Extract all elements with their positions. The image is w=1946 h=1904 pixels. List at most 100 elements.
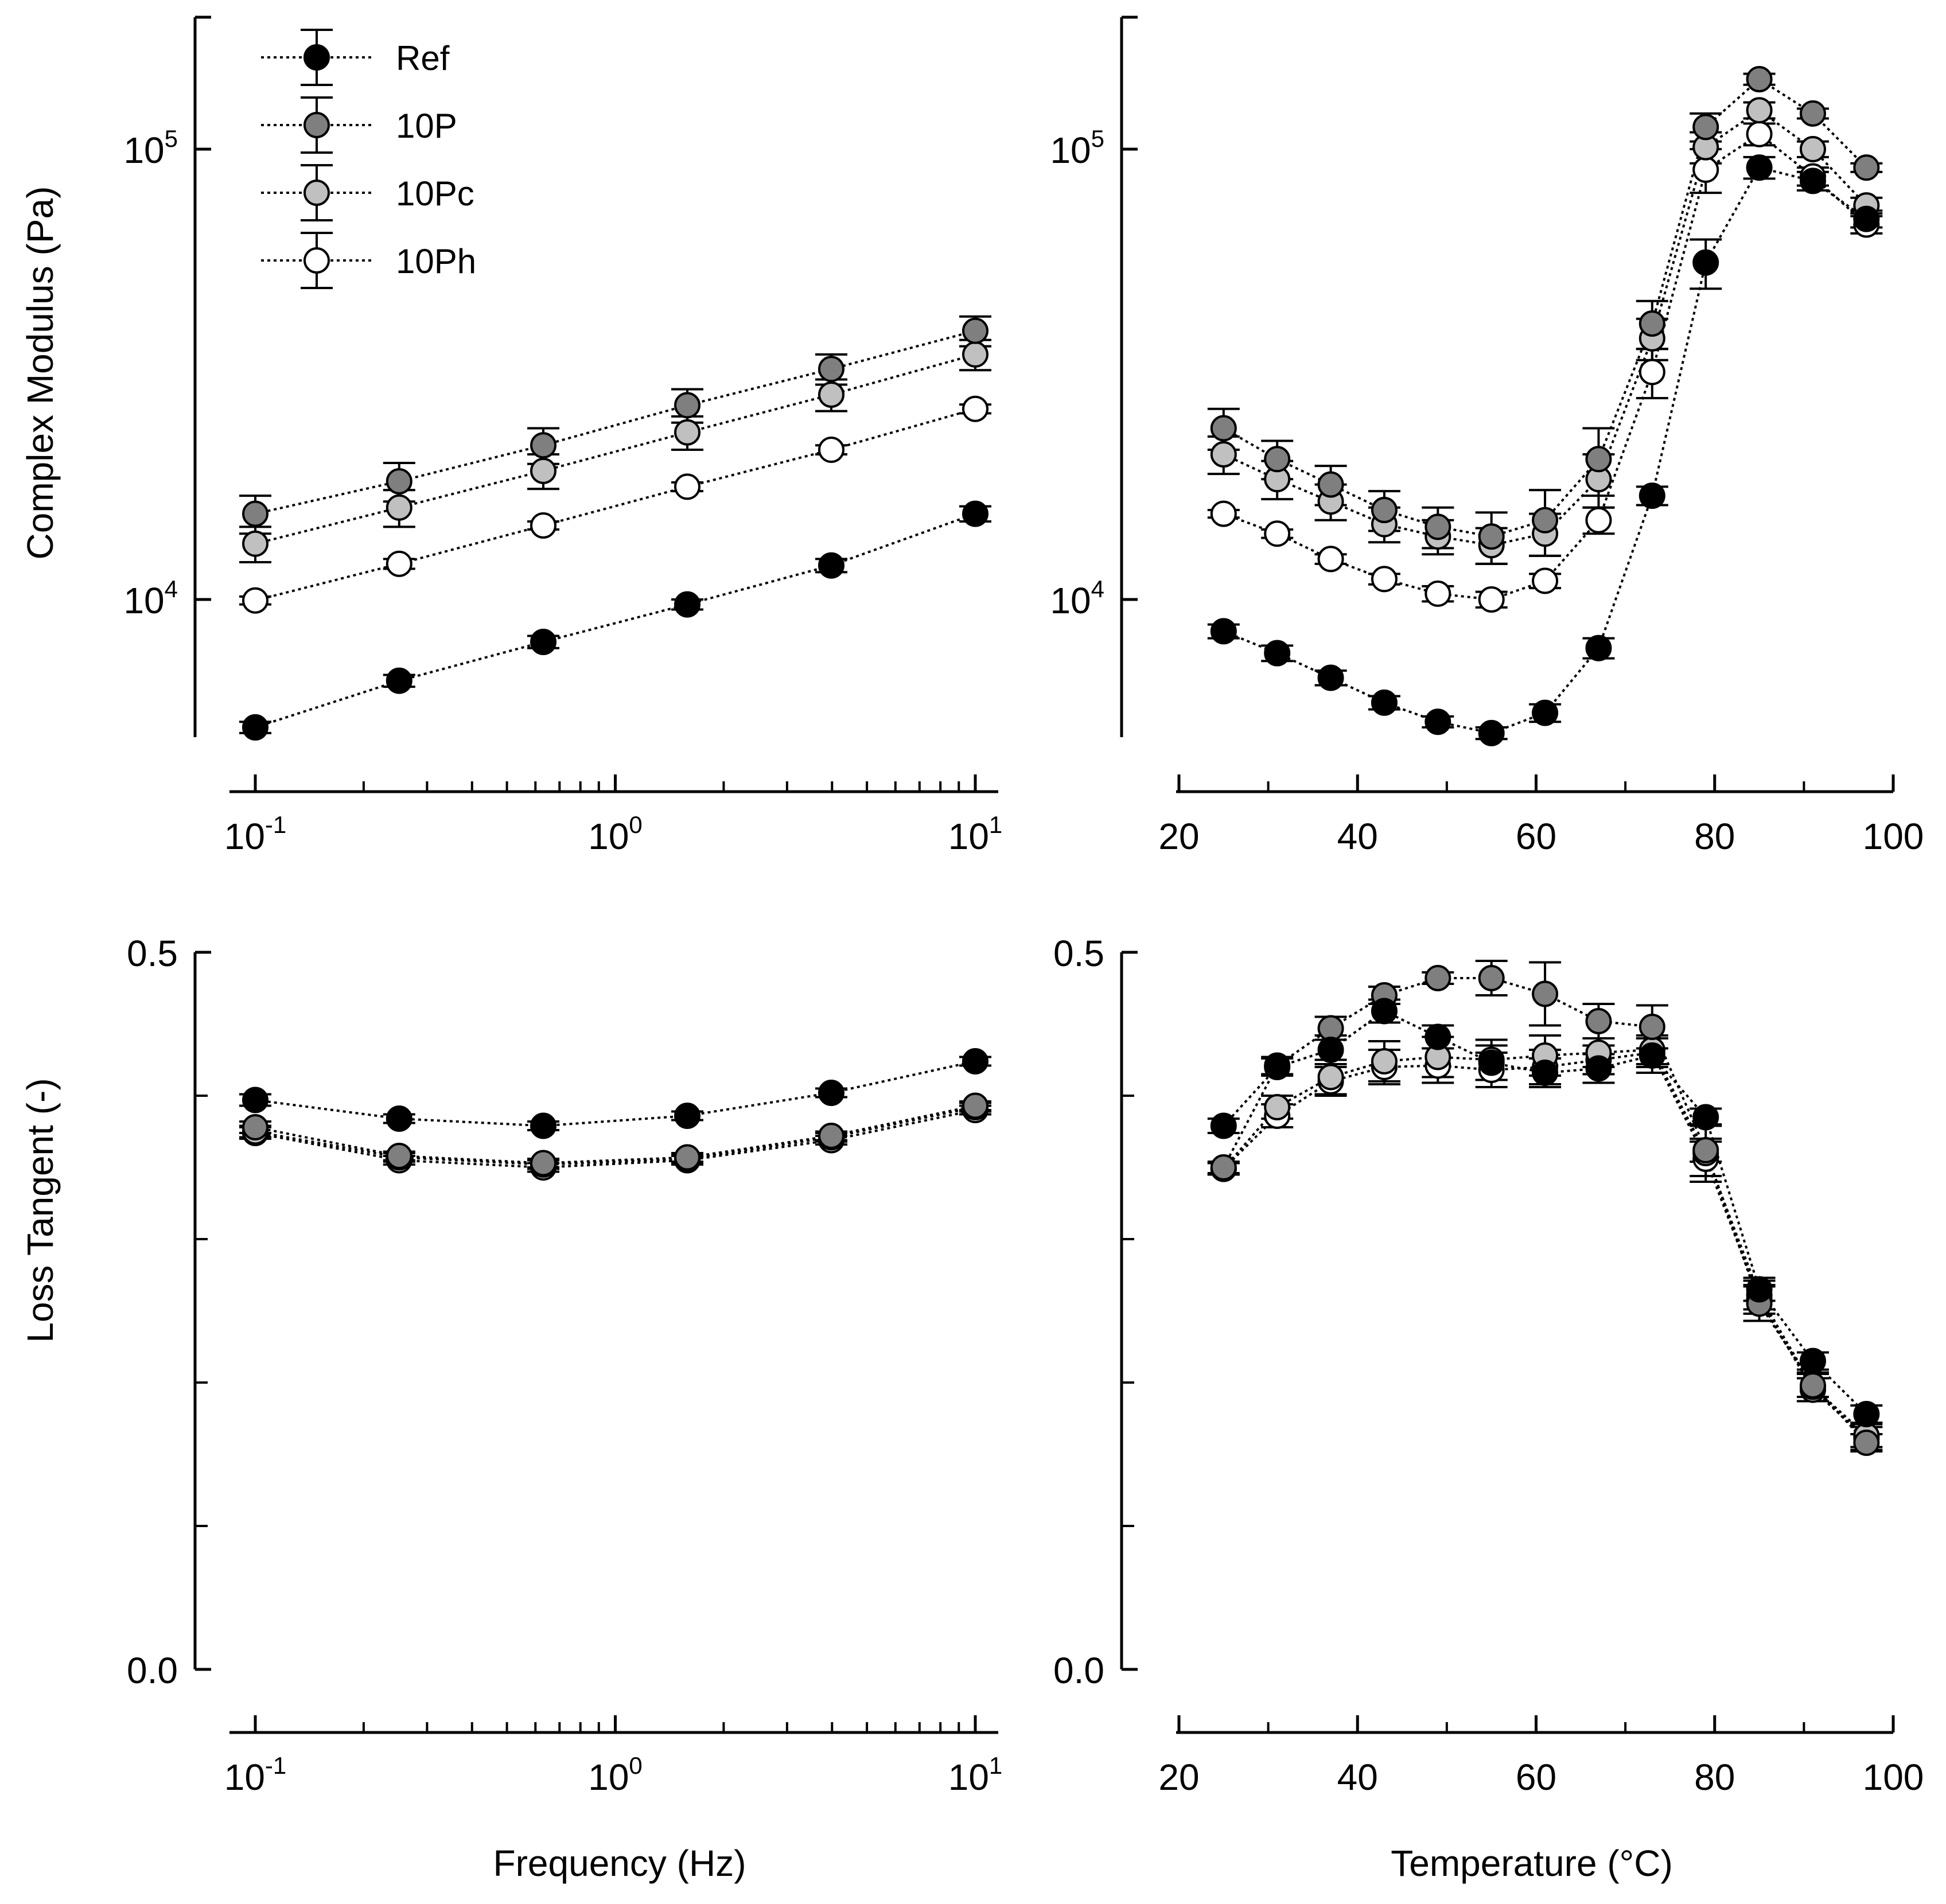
point-Ref xyxy=(1371,998,1398,1025)
point-10P xyxy=(530,432,557,459)
point-10P xyxy=(1425,965,1451,991)
panel-losstangent-frequency: 10-1 100 101 0.0 0.5 xyxy=(127,933,1002,1798)
point-Ref xyxy=(1264,640,1291,667)
point-10Ph xyxy=(818,437,844,464)
point-10P xyxy=(242,500,268,527)
point-10P xyxy=(1799,100,1826,127)
point-Ref xyxy=(1425,1023,1451,1050)
series-line-10P xyxy=(255,329,976,515)
point-10Pc xyxy=(962,341,988,368)
legend-marker-10P xyxy=(303,112,330,138)
y-tick-label: 0.5 xyxy=(127,933,178,974)
y-tick-label: 104 xyxy=(123,575,178,621)
point-10P xyxy=(818,1123,844,1149)
series-line-10Ph xyxy=(255,407,976,602)
point-10P xyxy=(1692,114,1719,141)
point-10P xyxy=(1210,1154,1237,1181)
legend-label-Ref: Ref xyxy=(396,39,450,77)
x-tick-label: 100 xyxy=(588,811,643,857)
legend-marker-10Ph xyxy=(303,247,330,274)
point-Ref xyxy=(674,1103,701,1129)
x-tick-label: 40 xyxy=(1337,816,1378,857)
point-10P xyxy=(1425,513,1451,540)
point-Ref xyxy=(1585,1055,1612,1082)
point-10P xyxy=(1799,1372,1826,1399)
point-Ref xyxy=(1799,1348,1826,1375)
point-10P xyxy=(1317,471,1344,498)
point-Ref xyxy=(1585,634,1612,661)
point-10P xyxy=(1532,507,1559,534)
point-Ref xyxy=(1317,664,1344,691)
ylabel-complex-modulus: Complex Modulus (Pa) xyxy=(20,186,61,560)
x-tick-label: 40 xyxy=(1337,1757,1378,1798)
y-tick-label: 104 xyxy=(1050,575,1104,621)
point-Ref xyxy=(530,628,557,655)
series-line-10P xyxy=(1223,77,1867,538)
point-Ref xyxy=(1746,1276,1773,1303)
x-tick-label: 10-1 xyxy=(224,811,287,857)
point-10Pc xyxy=(1746,97,1773,124)
x-tick-label: 20 xyxy=(1158,1757,1199,1798)
point-10P xyxy=(1585,1008,1612,1034)
point-10P xyxy=(1478,523,1505,550)
xlabel-temperature: Temperature (°C) xyxy=(1391,1843,1673,1884)
point-Ref xyxy=(1692,249,1719,276)
series-line-10Ph xyxy=(1223,1051,1867,1439)
point-10P xyxy=(1692,1137,1719,1163)
point-Ref xyxy=(386,667,412,694)
point-Ref xyxy=(1478,1049,1505,1076)
y-tick-label: 105 xyxy=(1050,125,1104,171)
point-10Pc xyxy=(818,381,844,408)
x-tick-label: 60 xyxy=(1516,816,1556,857)
panel-losstangent-temperature: 20 40 60 80 100 0.0 0.5 xyxy=(1053,933,1924,1798)
xlabel-frequency: Frequency (Hz) xyxy=(493,1843,746,1884)
series-line-10Ph xyxy=(255,1109,976,1169)
point-Ref xyxy=(1746,154,1773,181)
point-10P xyxy=(1638,1014,1665,1040)
point-10Ph xyxy=(386,550,412,577)
x-tick-label: 10-1 xyxy=(224,1752,287,1798)
point-10Ph xyxy=(1371,566,1398,593)
point-Ref xyxy=(1853,1401,1880,1427)
panel-modulus-frequency: 10-1 100 101 104 105 xyxy=(123,15,1002,857)
y-tick-label: 0.5 xyxy=(1053,933,1104,974)
point-10P xyxy=(818,356,844,383)
point-10Ph xyxy=(1210,500,1237,527)
point-Ref xyxy=(1478,719,1505,746)
point-Ref xyxy=(1425,708,1451,735)
point-10Ph xyxy=(1478,586,1505,613)
point-10Pc xyxy=(386,494,412,521)
legend-label-10P: 10P xyxy=(396,107,457,145)
legend-label-10Pc: 10Pc xyxy=(396,174,474,213)
x-tick-label: 101 xyxy=(948,1752,1003,1798)
point-Ref xyxy=(1264,1054,1291,1080)
point-10Ph xyxy=(1585,507,1612,534)
point-Ref xyxy=(818,552,844,579)
point-Ref xyxy=(962,500,988,527)
point-10Pc xyxy=(1264,1094,1291,1120)
point-Ref xyxy=(1532,699,1559,726)
point-10Pc xyxy=(1799,136,1826,162)
point-10Pc xyxy=(242,530,268,557)
point-Ref xyxy=(1853,205,1880,232)
panel-modulus-temperature: 20 40 60 80 100 104 105 xyxy=(1050,15,1924,857)
point-10P xyxy=(1478,965,1505,991)
point-10P xyxy=(242,1114,268,1140)
point-10P xyxy=(962,1092,988,1119)
series-line-Ref xyxy=(255,512,976,729)
legend: Ref 10P 10Pc 10Ph xyxy=(261,29,476,289)
point-10P xyxy=(1853,1430,1880,1456)
point-10P xyxy=(386,468,412,495)
x-tick-label: 80 xyxy=(1694,1757,1735,1798)
legend-marker-10Pc xyxy=(303,180,330,206)
y-tick-label: 0.0 xyxy=(1053,1650,1104,1691)
point-10Ph xyxy=(1425,580,1451,607)
y-tick-label: 0.0 xyxy=(127,1650,178,1691)
point-10P xyxy=(1532,980,1559,1007)
point-10Pc xyxy=(1317,1064,1344,1091)
x-tick-label: 100 xyxy=(1863,816,1924,857)
point-Ref xyxy=(1799,168,1826,194)
series-line-10Pc xyxy=(255,1106,976,1166)
x-tick-label: 20 xyxy=(1158,816,1199,857)
